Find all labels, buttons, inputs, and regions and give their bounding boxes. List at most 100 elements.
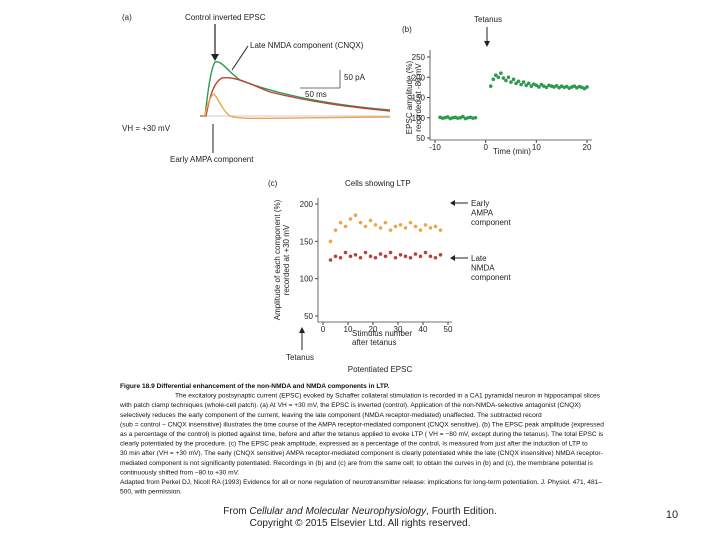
scale-current: 50 pA [344, 73, 366, 82]
caption-line: selectively reduces the early component … [120, 412, 542, 419]
y-tick-label: 50 [304, 312, 313, 321]
data-point [413, 252, 418, 256]
data-point [378, 226, 383, 230]
axes [429, 50, 592, 141]
data-point [519, 82, 523, 87]
late-label: Late NMDA component (CNQX) [250, 41, 364, 50]
y-tick-label: 200 [300, 200, 314, 209]
x-tick-label: 40 [419, 325, 428, 334]
x-tick-label: 30 [394, 325, 403, 334]
data-point [524, 83, 528, 88]
y-tick-label: 150 [412, 94, 426, 103]
nmda-trace [200, 77, 391, 117]
legend-label: Early [471, 199, 489, 208]
data-point [514, 81, 518, 86]
data-point [378, 252, 383, 256]
data-point [428, 254, 433, 259]
data-point [418, 254, 423, 259]
book-title: Cellular and Molecular Neurophysiology [249, 506, 427, 517]
caption-line: continuously shifted from −80 to +30 mV. [120, 469, 239, 476]
data-point [408, 220, 413, 225]
data-point [537, 85, 541, 89]
x-axis-label: after tetanus [352, 338, 396, 347]
data-point [403, 226, 408, 230]
caption-line: Figure 18.9 Differential enhancement of … [120, 383, 389, 390]
y-tick-label: 50 [416, 134, 425, 143]
data-point [348, 217, 353, 221]
data-point [393, 224, 398, 229]
data-point [338, 220, 343, 225]
y-tick-label: 100 [412, 114, 426, 123]
annotation: Tetanus [474, 15, 502, 24]
x-axis-label: Time (min) [493, 147, 531, 156]
data-point [353, 252, 358, 257]
caption-line: with patch clamp techniques (whole-cell … [119, 402, 581, 409]
y-axis-label: recorded at -80 mV [414, 63, 423, 132]
data-point [383, 254, 388, 259]
chart-title: Cells showing LTP [345, 179, 411, 188]
data-point [338, 255, 343, 260]
x-tick-label: 10 [532, 143, 541, 152]
y-axis-label: Amplitude of each component (%) [273, 199, 282, 320]
footer-prefix: From [223, 506, 249, 517]
data-point [333, 254, 338, 259]
panel-caption: Potentiated EPSC [348, 365, 413, 374]
x-tick-label: 20 [369, 325, 378, 334]
data-point [398, 223, 403, 227]
pointer [231, 45, 249, 71]
data-point [328, 239, 333, 244]
x-tick-label: 0 [483, 143, 488, 152]
caption-line: (sub = control − CNQX insensitive) illus… [120, 421, 604, 428]
data-point [343, 250, 348, 255]
data-point [428, 226, 433, 230]
data-point [433, 224, 438, 229]
data-point [499, 71, 503, 75]
data-point [509, 80, 513, 84]
ampa-trace [200, 93, 391, 120]
panel-a: (a) Control inverted EPSC Late NMDA comp… [122, 13, 391, 164]
data-point [363, 250, 368, 255]
data-point [408, 255, 413, 260]
data-point [403, 254, 408, 259]
x-tick-label: 20 [583, 143, 592, 152]
caption-line: 30 min after (VH = +30 mV). The early (C… [120, 450, 603, 457]
data-point [373, 255, 378, 260]
data-point [501, 76, 506, 80]
legend-label: NMDA [471, 264, 495, 273]
arrow-head [299, 327, 305, 333]
data-point [438, 228, 443, 232]
x-axis-label: Stimulus number [352, 329, 412, 338]
data-point [348, 254, 353, 259]
caption-line: 500, with permission. [120, 489, 182, 496]
data-point [521, 80, 526, 84]
legend-label: Late [471, 254, 487, 263]
data-point [554, 83, 559, 88]
data-point [363, 224, 368, 229]
legend-label: AMPA [471, 209, 494, 218]
scale-bar [300, 70, 341, 89]
legend-label: component [471, 218, 511, 227]
x-tick-label: -10 [429, 143, 441, 152]
x-tick-label: 50 [444, 325, 453, 334]
trace-label: Control inverted EPSC [185, 13, 266, 22]
panel-label: (c) [268, 179, 278, 188]
panel-label: (a) [122, 13, 132, 22]
arrow-head [211, 54, 219, 61]
caption-line: clearly potentiated by the procedure. (c… [120, 441, 588, 448]
early-label: Early AMPA component [170, 155, 254, 164]
data-point [488, 84, 493, 88]
data-point [358, 255, 363, 260]
data-point [504, 78, 508, 83]
data-point [526, 81, 531, 86]
y-axis-label: EPSC amplitude (%) [405, 60, 414, 134]
data-point [358, 220, 363, 225]
data-point [511, 77, 516, 82]
panel-b: (b) Tetanus Time (min) -10 0 10 20 50 100 150 2… [402, 15, 592, 156]
data-point [373, 223, 378, 227]
caption-line: Adapted from Perkel DJ, Nicoll RA (1993)… [120, 479, 602, 486]
y-axis-label: recorded at +30 mV [282, 224, 291, 295]
annotation: Tetanus [286, 353, 314, 362]
legend-arrow-head [450, 200, 455, 206]
axes [317, 198, 452, 323]
